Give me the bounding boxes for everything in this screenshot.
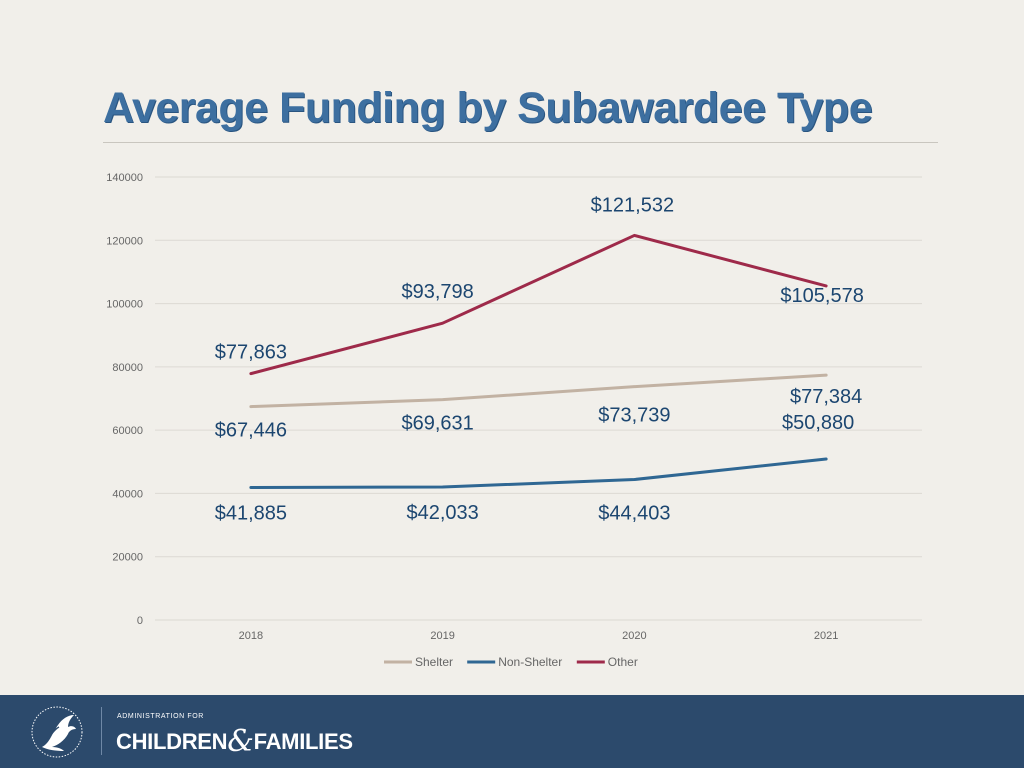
title-divider <box>103 142 938 143</box>
x-tick-label: 2020 <box>622 630 646 642</box>
y-tick-label: 100000 <box>106 299 143 311</box>
x-tick-label: 2021 <box>814 630 838 642</box>
legend-label: Non-Shelter <box>498 655 562 669</box>
data-label: $42,033 <box>406 502 478 524</box>
non-shelter-line <box>249 457 828 489</box>
footer-bar: ADMINISTRATION FOR CHILDREN&FAMILIES <box>0 695 1024 768</box>
page-title: Average Funding by Subawardee Type <box>103 84 873 132</box>
data-label: $77,863 <box>215 342 287 364</box>
legend-label: Shelter <box>415 655 453 669</box>
data-label: $67,446 <box>215 420 287 442</box>
other-line <box>249 233 828 376</box>
y-tick-label: 40000 <box>112 488 143 500</box>
hhs-eagle-logo <box>31 706 83 758</box>
data-label: $41,885 <box>215 502 287 524</box>
y-tick-label: 60000 <box>112 425 143 437</box>
data-label: $50,880 <box>782 412 854 434</box>
data-label: $73,739 <box>598 405 670 427</box>
data-label: $93,798 <box>401 281 473 303</box>
data-label: $121,532 <box>591 194 674 216</box>
acf-wordmark: CHILDREN&FAMILIES <box>116 722 353 759</box>
data-label: $69,631 <box>401 413 473 435</box>
line-chart: 0 20000 40000 60000 80000 100000 120000 140000 2… <box>106 172 922 669</box>
wordmark-families: FAMILIES <box>253 729 353 754</box>
y-tick-label: 140000 <box>106 172 143 184</box>
y-tick-label: 120000 <box>106 235 143 247</box>
admin-for-text: ADMINISTRATION FOR <box>117 713 204 720</box>
y-tick-label: 80000 <box>112 362 143 374</box>
footer-divider <box>101 707 102 755</box>
shelter-line <box>249 373 828 409</box>
x-tick-label: 2018 <box>239 630 263 642</box>
y-tick-label: 0 <box>137 615 143 627</box>
data-label: $77,384 <box>790 386 862 408</box>
y-tick-label: 20000 <box>112 552 143 564</box>
wordmark-ampersand: & <box>227 724 254 759</box>
data-label: $44,403 <box>598 502 670 524</box>
wordmark-children: CHILDREN <box>116 729 228 754</box>
x-tick-label: 2019 <box>430 630 454 642</box>
data-label: $105,578 <box>780 285 863 307</box>
legend-label: Other <box>608 655 638 669</box>
